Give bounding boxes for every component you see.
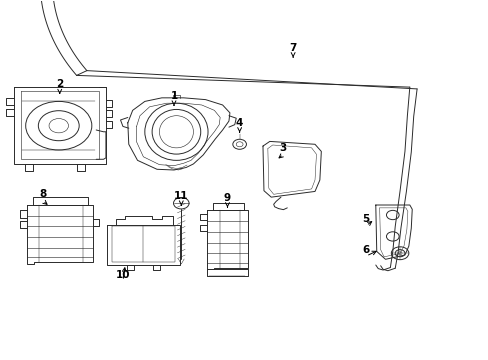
Text: 5: 5 bbox=[362, 214, 369, 224]
Text: 1: 1 bbox=[170, 91, 177, 101]
Text: 8: 8 bbox=[39, 189, 46, 199]
Text: 11: 11 bbox=[174, 191, 188, 201]
Text: 2: 2 bbox=[56, 78, 63, 89]
Text: 6: 6 bbox=[362, 245, 369, 255]
Text: 7: 7 bbox=[289, 43, 296, 53]
Text: 9: 9 bbox=[224, 193, 230, 203]
Text: 10: 10 bbox=[116, 270, 130, 280]
Text: 4: 4 bbox=[236, 118, 243, 128]
Text: 3: 3 bbox=[279, 143, 286, 153]
